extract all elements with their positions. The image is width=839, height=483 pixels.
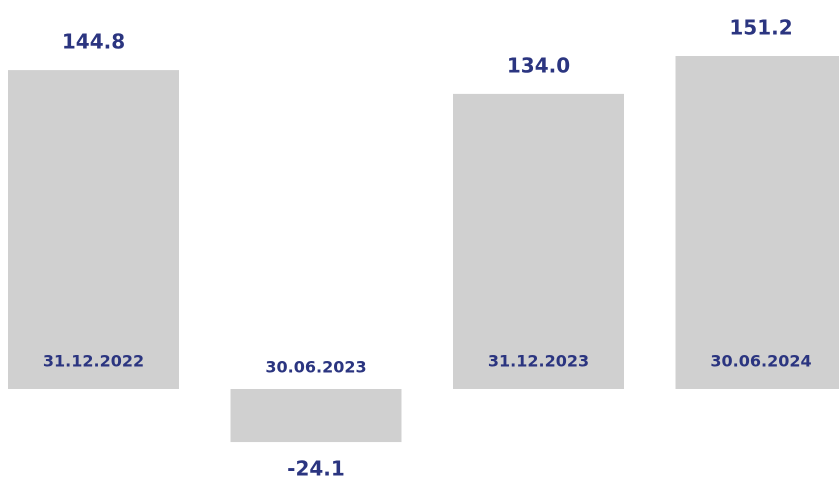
bar xyxy=(8,70,179,389)
bar xyxy=(453,93,624,389)
value-label: 134.0 xyxy=(507,53,570,77)
bar xyxy=(230,389,402,443)
category-label: 30.06.2023 xyxy=(265,358,366,377)
category-label: 31.12.2022 xyxy=(43,352,144,371)
value-label: 151.2 xyxy=(729,16,792,40)
category-label: 31.12.2023 xyxy=(488,352,589,371)
value-label: -24.1 xyxy=(287,457,345,481)
bar xyxy=(675,56,839,389)
category-label: 30.06.2024 xyxy=(710,352,811,371)
value-label: 144.8 xyxy=(62,30,125,54)
